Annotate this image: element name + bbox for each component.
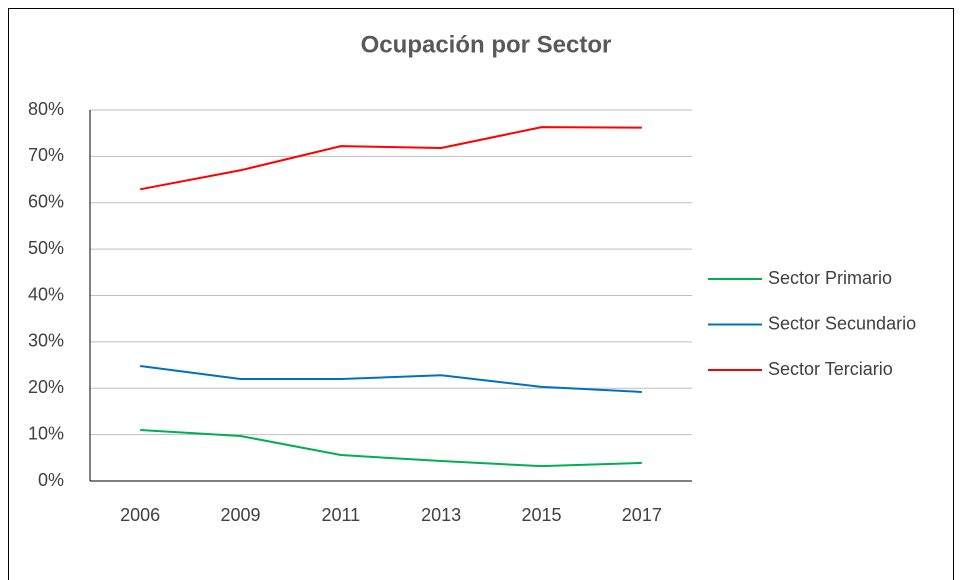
x-tick-label: 2006 — [120, 505, 160, 525]
chart-title: Ocupación por Sector — [361, 31, 612, 58]
x-tick-label: 2017 — [622, 505, 662, 525]
legend-label: Sector Secundario — [768, 313, 916, 333]
x-tick-label: 2011 — [321, 505, 360, 525]
chart-frame — [8, 8, 954, 580]
y-tick-label: 30% — [28, 331, 64, 351]
x-tick-label: 2015 — [521, 505, 561, 525]
y-tick-label: 80% — [28, 99, 64, 119]
legend-label: Sector Primario — [768, 268, 892, 288]
y-tick-label: 50% — [28, 238, 64, 258]
y-tick-label: 0% — [38, 470, 64, 490]
y-tick-label: 40% — [28, 284, 64, 304]
legend-label: Sector Terciario — [768, 359, 893, 379]
y-tick-label: 10% — [28, 423, 64, 443]
series-line — [140, 364, 642, 393]
y-tick-label: 60% — [28, 192, 64, 212]
x-tick-label: 2009 — [220, 505, 260, 525]
series-line — [139, 126, 642, 191]
x-tick-label: 2013 — [421, 505, 461, 525]
y-tick-label: 20% — [28, 377, 64, 397]
y-tick-label: 70% — [28, 145, 64, 165]
series-line — [140, 428, 642, 468]
